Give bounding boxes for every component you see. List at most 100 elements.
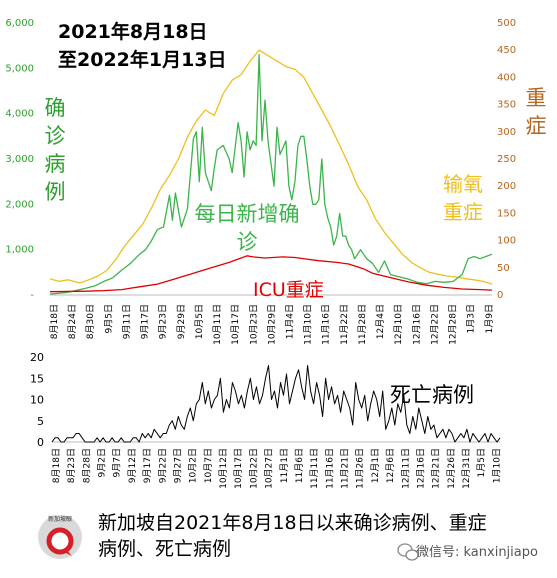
deaths-x-tick-label: 11月6日 xyxy=(294,448,305,483)
top-x-tick-label: 9月29日 xyxy=(176,304,187,339)
right-tick-label: 250 xyxy=(497,154,516,165)
deaths-line xyxy=(51,365,501,443)
right-tick-label: 150 xyxy=(497,208,516,219)
deaths-x-tick-label: 12月21日 xyxy=(431,448,442,489)
deaths-x-tick-label: 10月12日 xyxy=(218,448,229,489)
deaths-y-tick-label: 10 xyxy=(30,394,44,407)
deaths-x-tick-label: 9月2日 xyxy=(97,448,108,477)
top-x-tick-label: 11月28日 xyxy=(357,304,368,345)
oxygen-series-label: 输氧重症 xyxy=(443,172,483,224)
deaths-x-tick-label: 1月10日 xyxy=(491,448,502,483)
top-x-tick-label: 12月28日 xyxy=(448,304,459,345)
deaths-x-tick-label: 12月26日 xyxy=(446,448,457,489)
top-x-tick-label: 11月10日 xyxy=(303,304,314,345)
top-x-tick-label: 1月3日 xyxy=(466,304,477,333)
top-series-lines xyxy=(49,49,493,295)
top-x-tick-label: 12月22日 xyxy=(429,304,440,345)
left-tick-label: 6,000 xyxy=(5,18,34,29)
left-tick-label: 3,000 xyxy=(5,154,34,165)
right-tick-label: 500 xyxy=(497,18,516,29)
deaths-x-tick-label: 9月27日 xyxy=(173,448,184,483)
oxygen-line xyxy=(49,49,493,285)
deaths-y-tick-label: 0 xyxy=(37,436,44,449)
left-axis-ticks: - 1,000 2,000 3,000 4,000 5,000 6,000 xyxy=(5,18,34,301)
deaths-x-tick-label: 1月5日 xyxy=(476,448,487,477)
top-x-tick-label: 10月23日 xyxy=(248,304,259,345)
top-x-tick-label: 9月11日 xyxy=(122,304,133,339)
daily-cases-line xyxy=(49,54,493,295)
deaths-y-axis: 0 5 10 15 20 xyxy=(30,351,44,449)
deaths-x-tick-label: 11月11日 xyxy=(309,448,320,489)
deaths-label: 死亡病例 xyxy=(390,383,474,407)
title-line-2: 至2022年1月13日 xyxy=(58,49,227,71)
right-tick-label: 450 xyxy=(497,45,516,56)
wechat-icon xyxy=(397,543,419,561)
deaths-x-tick-label: 8月28日 xyxy=(81,448,92,483)
logo-tail xyxy=(62,548,72,556)
left-tick-label: - xyxy=(30,290,34,301)
right-axis-ticks: 0 50 100 150 200 250 300 350 400 450 500 xyxy=(497,18,516,301)
deaths-series-line xyxy=(51,365,501,443)
deaths-chart: 0 5 10 15 20 8月18日 8月23日 8月28日 9月2日 9月7日 9月12日 9月1… xyxy=(30,351,502,489)
top-x-tick-label: 9月23日 xyxy=(158,304,169,339)
left-tick-label: 1,000 xyxy=(5,245,34,256)
cases-chart: - 1,000 2,000 3,000 4,000 5,000 6,000 0 50 100 15… xyxy=(5,18,516,345)
left-tick-label: 5,000 xyxy=(5,63,34,74)
top-x-tick-label: 11月16日 xyxy=(321,304,332,345)
right-tick-label: 300 xyxy=(497,127,516,138)
top-x-tick-label: 12月16日 xyxy=(411,304,422,345)
top-x-tick-label: 11月22日 xyxy=(339,304,350,345)
top-x-tick-label: 10月11日 xyxy=(212,304,223,345)
chart-title: 2021年8月18日 至2022年1月13日 xyxy=(58,18,227,74)
deaths-x-tick-label: 12月6日 xyxy=(385,448,396,483)
deaths-x-tick-label: 10月27日 xyxy=(264,448,275,489)
deaths-x-tick-label: 12月16日 xyxy=(416,448,427,489)
severe-axis-label: 重症 xyxy=(525,86,547,138)
top-x-tick-label: 11月4日 xyxy=(285,304,296,339)
top-x-tick-label: 10月17日 xyxy=(230,304,241,345)
deaths-x-tick-label: 11月1日 xyxy=(279,448,290,483)
deaths-x-tick-label: 10月2日 xyxy=(188,448,199,483)
right-tick-label: 200 xyxy=(497,181,516,192)
right-tick-label: 350 xyxy=(497,100,516,111)
logo: 新加坡眼 xyxy=(38,515,82,559)
deaths-x-tick-label: 9月7日 xyxy=(112,448,123,477)
caption: 新加坡自2021年8月18日以来确诊病例、重症病例、死亡病例 xyxy=(98,512,487,560)
deaths-x-tick-label: 9月22日 xyxy=(157,448,168,483)
deaths-y-tick-label: 5 xyxy=(37,415,44,428)
top-x-tick-label: 8月18日 xyxy=(49,304,60,339)
logo-text: 新加坡眼 xyxy=(48,515,72,523)
deaths-y-tick-label: 20 xyxy=(30,351,44,364)
deaths-x-tick-label: 12月1日 xyxy=(370,448,381,483)
daily-cases-label: 每日新增确诊 xyxy=(194,202,300,254)
title-line-1: 2021年8月18日 xyxy=(58,21,208,43)
right-tick-label: 400 xyxy=(497,72,516,83)
deaths-x-tick-label: 12月11日 xyxy=(400,448,411,489)
deaths-x-tick-label: 9月12日 xyxy=(127,448,138,483)
deaths-x-tick-label: 11月26日 xyxy=(355,448,366,489)
deaths-x-axis: 8月18日 8月23日 8月28日 9月2日 9月7日 9月12日 9月17日 9月22日 9月… xyxy=(51,441,502,489)
top-x-tick-label: 10月29日 xyxy=(266,304,277,345)
deaths-x-tick-label: 12月31日 xyxy=(461,448,472,489)
right-tick-label: 0 xyxy=(497,290,503,301)
deaths-x-tick-label: 11月16日 xyxy=(324,448,335,489)
deaths-x-tick-label: 10月17日 xyxy=(233,448,244,489)
top-x-tick-label: 9月17日 xyxy=(140,304,151,339)
left-tick-label: 2,000 xyxy=(5,199,34,210)
top-x-tick-label: 12月10日 xyxy=(393,304,404,345)
wechat-id: 微信号: kanxinjiapo xyxy=(416,545,538,560)
left-tick-label: 4,000 xyxy=(5,109,34,120)
deaths-y-tick-label: 15 xyxy=(30,372,44,385)
logo-ring xyxy=(46,527,74,555)
top-x-axis: 8月18日 8月24日 8月30日 9月5日 9月11日 9月17日 9月23日 9月29日 1… xyxy=(49,294,495,345)
cases-axis-label: 确诊病例 xyxy=(44,96,66,204)
icu-line xyxy=(49,255,493,293)
top-x-tick-label: 9月5日 xyxy=(103,304,114,333)
deaths-x-tick-label: 10月7日 xyxy=(203,448,214,483)
deaths-x-tick-label: 10月22日 xyxy=(248,448,259,489)
top-x-tick-label: 8月24日 xyxy=(67,304,78,339)
deaths-x-tick-label: 8月23日 xyxy=(66,448,77,483)
deaths-x-tick-label: 9月17日 xyxy=(142,448,153,483)
top-x-tick-label: 8月30日 xyxy=(85,304,96,339)
